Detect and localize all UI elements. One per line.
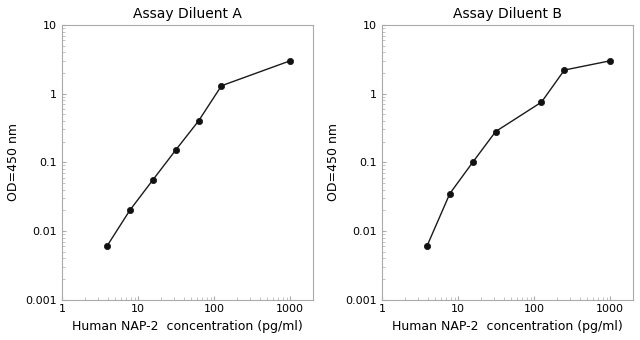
Y-axis label: OD=450 nm: OD=450 nm xyxy=(7,123,20,201)
X-axis label: Human NAP-2  concentration (pg/ml): Human NAP-2 concentration (pg/ml) xyxy=(72,320,303,333)
Y-axis label: OD=450 nm: OD=450 nm xyxy=(327,123,340,201)
X-axis label: Human NAP-2  concentration (pg/ml): Human NAP-2 concentration (pg/ml) xyxy=(392,320,623,333)
Title: Assay Diluent A: Assay Diluent A xyxy=(133,7,242,21)
Title: Assay Diluent B: Assay Diluent B xyxy=(453,7,562,21)
